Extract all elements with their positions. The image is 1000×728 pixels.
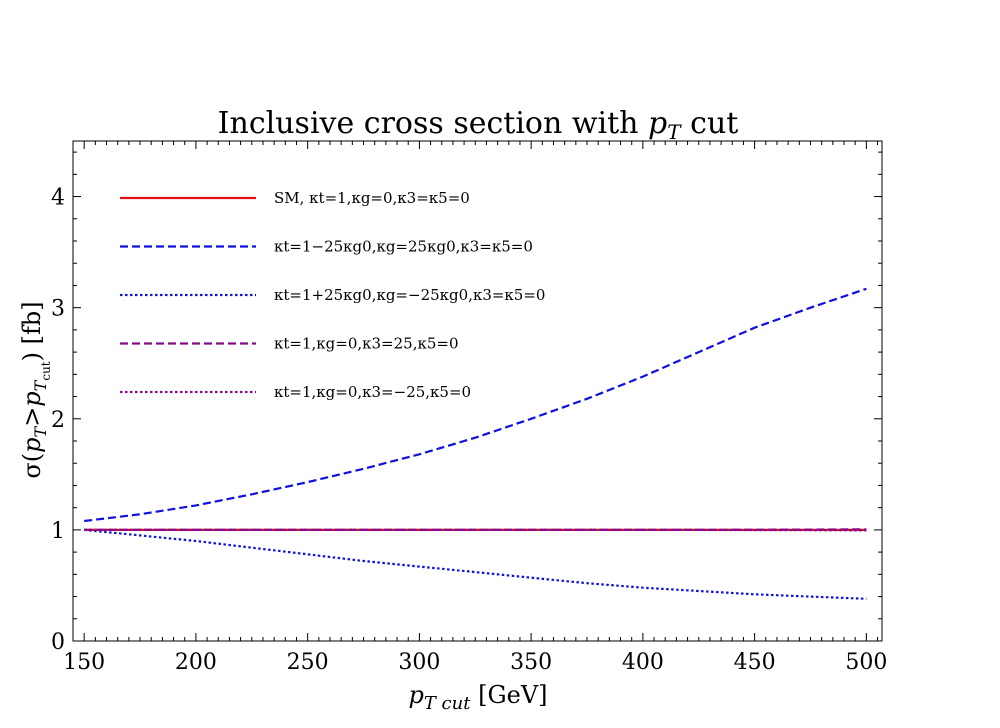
y-axis-label: σ(pT>pTcut) [fb] [18, 301, 53, 478]
plot-frame [72, 140, 883, 642]
y-tick-label: 2 [51, 408, 65, 433]
series-line-2 [84, 287, 867, 523]
y-tick-label: 0 [51, 630, 65, 655]
series-line-5 [84, 528, 867, 532]
x-tick-label: 300 [398, 650, 440, 675]
x-tick-label: 450 [734, 650, 776, 675]
legend-label-2: κt=1−25κg0,κg=25κg0,κ3=κ5=0 [274, 238, 533, 256]
x-axis-label: pT cut [GeV] [408, 681, 547, 714]
x-tick-label: 250 [287, 650, 329, 675]
legend-label-1: SM, κt=1,κg=0,κ3=κ5=0 [274, 189, 470, 207]
x-tick-label: 500 [845, 650, 887, 675]
legend-label-4: κt=1,κg=0,κ3=25,κ5=0 [274, 335, 459, 353]
y-tick-label: 1 [51, 519, 65, 544]
series-line-3 [84, 528, 867, 600]
x-tick-label: 400 [622, 650, 664, 675]
x-tick-label: 350 [510, 650, 552, 675]
y-tick-label: 4 [51, 186, 65, 211]
legend-label-5: κt=1,κg=0,κ3=−25,κ5=0 [274, 383, 471, 401]
plot-area: 150 200 250 300 350 400 450 500 0 1 2 3 4 SM, κt=1,κg… [51, 140, 887, 675]
x-tick-label: 150 [63, 650, 105, 675]
legend-label-3: κt=1+25κg0,κg=−25κg0,κ3=κ5=0 [274, 286, 545, 304]
chart-title: Inclusive cross section with pT cut [218, 106, 739, 144]
y-tick-label: 3 [51, 297, 65, 322]
x-tick-label: 200 [175, 650, 217, 675]
